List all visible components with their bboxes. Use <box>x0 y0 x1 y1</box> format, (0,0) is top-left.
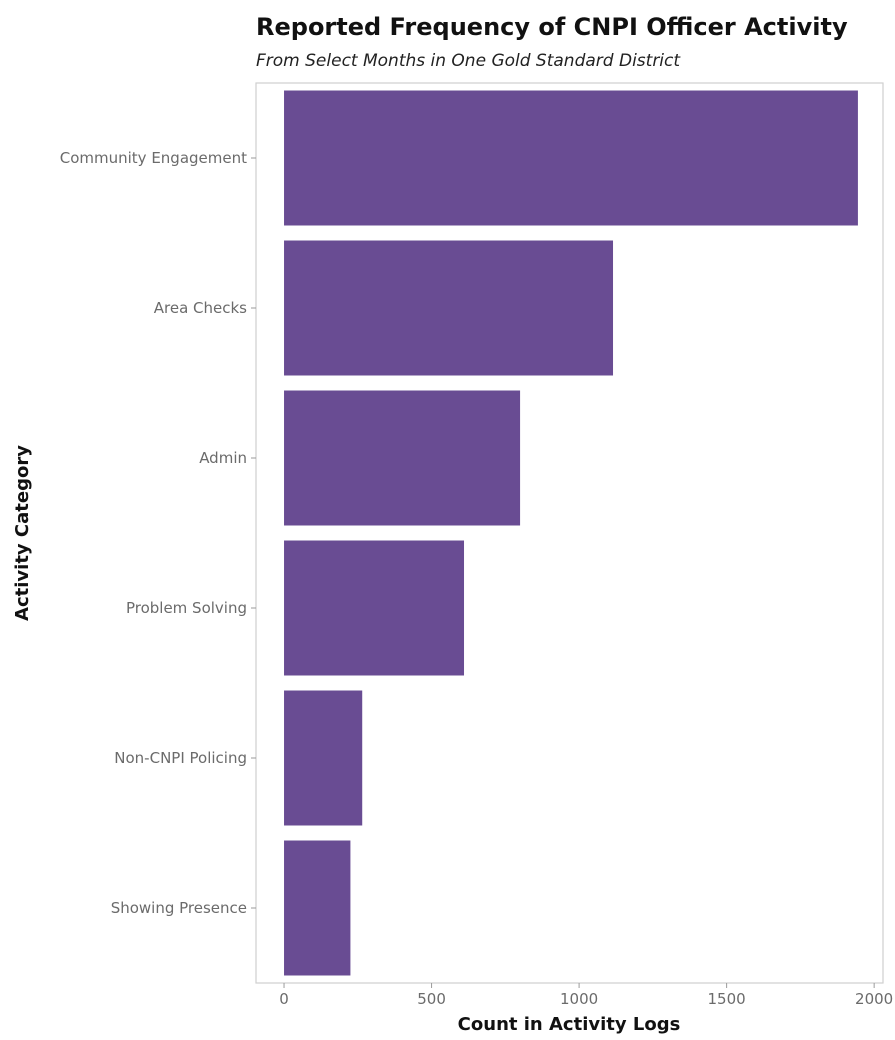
y-tick-label: Problem Solving <box>126 599 247 617</box>
y-tick-label: Non-CNPI Policing <box>114 749 247 767</box>
x-tick-label: 0 <box>279 990 289 1008</box>
x-tick-label: 2000 <box>855 990 893 1008</box>
y-tick-label: Area Checks <box>154 299 247 317</box>
x-axis: 0 500 1000 1500 2000 <box>279 983 893 1008</box>
x-tick-label: 500 <box>417 990 446 1008</box>
plot-panel <box>255 82 884 984</box>
bar-showing-presence <box>284 840 351 976</box>
y-tick-label: Community Engagement <box>60 149 247 167</box>
bar-community-engagement <box>284 90 858 226</box>
y-tick-label: Showing Presence <box>111 899 247 917</box>
bar-problem-solving <box>284 540 465 676</box>
bars-group <box>284 90 858 976</box>
x-axis-title: Count in Activity Logs <box>458 1014 681 1035</box>
bar-admin <box>284 390 521 526</box>
y-tick-label: Admin <box>199 449 247 467</box>
x-tick-label: 1500 <box>708 990 746 1008</box>
chart-title: Reported Frequency of CNPI Officer Activ… <box>256 13 848 41</box>
bar-area-checks <box>284 240 614 376</box>
chart-subtitle: From Select Months in One Gold Standard … <box>256 51 681 71</box>
y-axis-title: Activity Category <box>12 445 33 621</box>
x-tick-label: 1000 <box>560 990 598 1008</box>
bar-non-cnpi-policing <box>284 690 363 826</box>
y-axis: Community Engagement Area Checks Admin Prob… <box>60 149 256 917</box>
